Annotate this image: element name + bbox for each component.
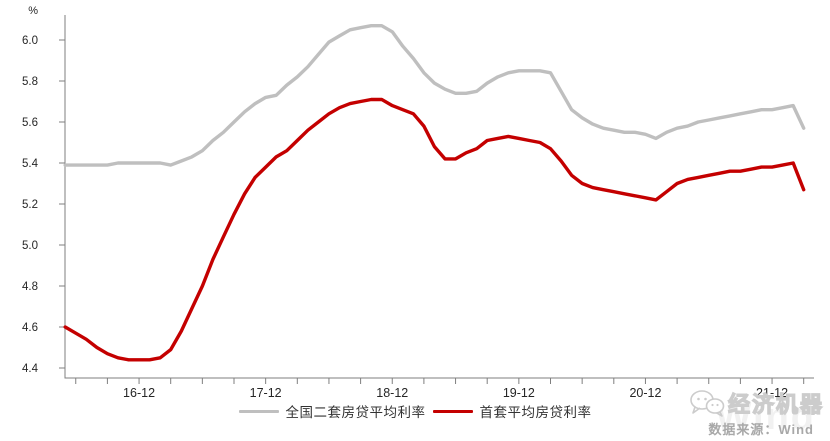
x-tick-label: 16-12 [123, 386, 155, 400]
x-tick-label: 19-12 [503, 386, 535, 400]
y-tick-label: 5.0 [22, 240, 38, 252]
y-tick-label: 5.2 [22, 199, 38, 211]
x-tick-label: 17-12 [250, 386, 282, 400]
chart-legend: 全国二套房贷平均利率 首套平均房贷利率 [0, 401, 830, 421]
brand-row: 经济机器 [689, 388, 824, 418]
brand-name: 经济机器 [727, 391, 824, 417]
wind-watermark: Wind [715, 396, 816, 438]
x-tick-label: 21-12 [756, 386, 788, 400]
y-tick-label: 5.4 [22, 158, 39, 170]
second-home-line-swatch [238, 409, 279, 413]
second-home-legend-label: 全国二套房贷平均利率 [285, 405, 426, 420]
y-tick-label: 4.6 [22, 322, 38, 334]
x-tick-label: 20-12 [629, 386, 661, 400]
second-home-rate-line [63, 24, 806, 167]
first-home-line-swatch [432, 409, 473, 413]
brand-block: 经济机器 数据来源：Wind [689, 388, 824, 441]
y-tick-label: 4.8 [22, 281, 38, 293]
first-home-rate-line [63, 97, 806, 362]
chat-bubbles-logo-icon [690, 390, 725, 417]
first-home-legend-label: 首套平均房贷利率 [479, 405, 592, 420]
y-tick-label: 5.6 [22, 117, 38, 129]
y-tick-label: 4.4 [22, 363, 39, 375]
data-source-label: 数据来源：Wind [708, 422, 814, 437]
y-tick-label: 5.8 [22, 76, 38, 88]
x-tick-label: 18-12 [376, 386, 408, 400]
y-tick-label: 6.0 [22, 35, 38, 47]
axis-frame [64, 15, 814, 379]
y-axis-unit-label: % [28, 5, 38, 17]
